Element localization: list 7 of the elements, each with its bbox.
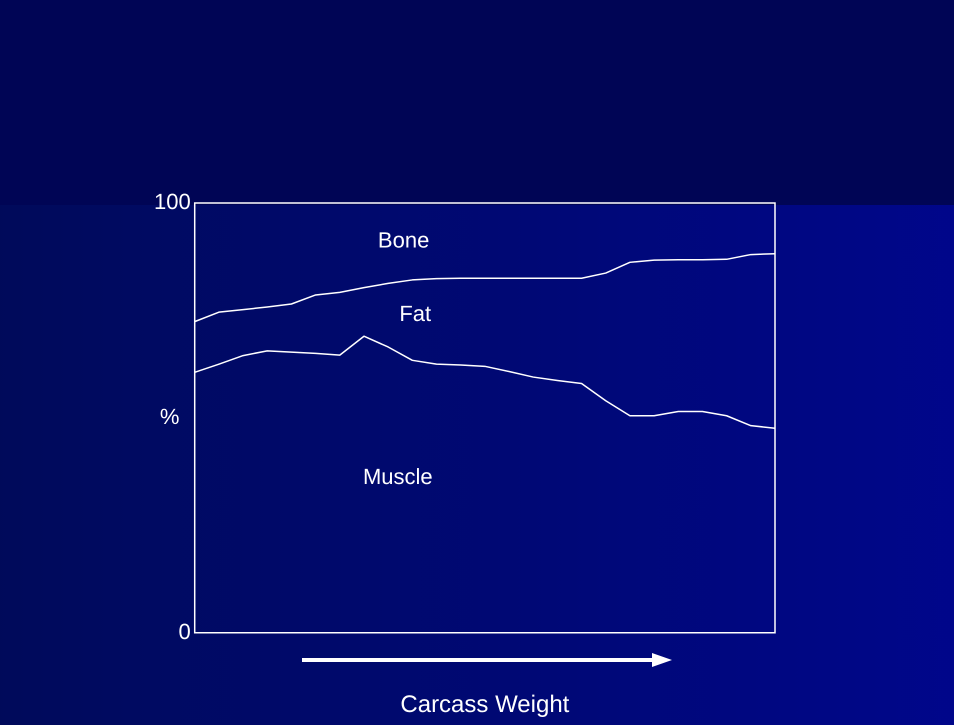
annotation: Muscle bbox=[362, 464, 433, 490]
y-tick-label: 100 bbox=[154, 189, 191, 214]
annotation: Bone bbox=[378, 228, 430, 253]
y-tick-label: 0 bbox=[178, 618, 191, 644]
x-axis-title: Carcass Weight bbox=[400, 691, 570, 718]
annotation: Fat bbox=[399, 300, 432, 326]
y-axis-title: % bbox=[160, 404, 180, 429]
